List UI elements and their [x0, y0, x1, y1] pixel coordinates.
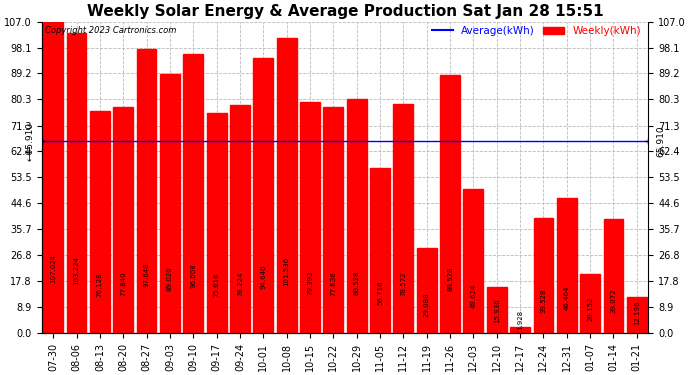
Bar — [533, 218, 553, 333]
Text: 65.910: 65.910 — [657, 125, 666, 157]
Bar — [207, 113, 226, 333]
Bar — [440, 75, 460, 333]
Text: 78.224: 78.224 — [237, 272, 243, 296]
Bar — [370, 168, 390, 333]
Bar — [160, 74, 180, 333]
Text: 94.640: 94.640 — [260, 264, 266, 289]
Text: 76.128: 76.128 — [97, 272, 103, 297]
Text: 77.636: 77.636 — [331, 272, 336, 296]
Text: 78.572: 78.572 — [400, 271, 406, 296]
Bar — [230, 105, 250, 333]
Bar — [487, 286, 506, 333]
Text: 12.196: 12.196 — [634, 300, 640, 325]
Text: 97.648: 97.648 — [144, 263, 150, 287]
Text: 56.716: 56.716 — [377, 280, 383, 305]
Text: 88.528: 88.528 — [447, 267, 453, 291]
Text: 96.008: 96.008 — [190, 263, 196, 288]
Text: 46.464: 46.464 — [564, 285, 570, 310]
Bar — [417, 248, 437, 333]
Bar — [113, 106, 133, 333]
Text: 1.928: 1.928 — [517, 310, 523, 330]
Bar — [300, 102, 320, 333]
Text: 49.624: 49.624 — [471, 284, 476, 308]
Bar — [510, 327, 530, 333]
Title: Weekly Solar Energy & Average Production Sat Jan 28 15:51: Weekly Solar Energy & Average Production… — [87, 4, 603, 19]
Bar — [137, 49, 157, 333]
Bar — [253, 58, 273, 333]
Bar — [277, 38, 297, 333]
Text: 15.936: 15.936 — [494, 298, 500, 323]
Text: 80.528: 80.528 — [354, 270, 359, 295]
Bar — [627, 297, 647, 333]
Text: 79.392: 79.392 — [307, 271, 313, 296]
Text: 39.072: 39.072 — [611, 288, 616, 313]
Text: Copyright 2023 Cartronics.com: Copyright 2023 Cartronics.com — [45, 26, 176, 35]
Bar — [90, 111, 110, 333]
Text: 20.152: 20.152 — [587, 297, 593, 321]
Text: 29.088: 29.088 — [424, 292, 430, 317]
Bar — [604, 219, 623, 333]
Bar — [67, 33, 86, 333]
Text: 77.840: 77.840 — [120, 272, 126, 296]
Text: 103.224: 103.224 — [74, 256, 79, 285]
Text: 107.024: 107.024 — [50, 254, 56, 283]
Legend: Average(kWh), Weekly(kWh): Average(kWh), Weekly(kWh) — [428, 22, 645, 40]
Bar — [184, 54, 203, 333]
Text: 39.528: 39.528 — [540, 288, 546, 313]
Bar — [347, 99, 366, 333]
Bar — [393, 104, 413, 333]
Bar — [580, 274, 600, 333]
Bar — [464, 189, 483, 333]
Text: 101.536: 101.536 — [284, 256, 290, 286]
Text: 75.616: 75.616 — [214, 272, 219, 297]
Text: ←65.910: ←65.910 — [26, 122, 34, 161]
Bar — [43, 22, 63, 333]
Bar — [557, 198, 577, 333]
Bar — [324, 107, 343, 333]
Text: 89.020: 89.020 — [167, 267, 173, 291]
